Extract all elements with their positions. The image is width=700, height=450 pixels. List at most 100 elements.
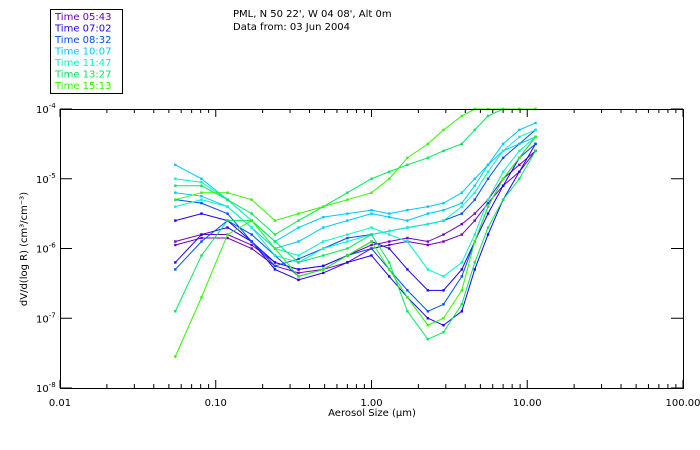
legend-entry: Time 08:32 bbox=[54, 35, 111, 46]
data-point bbox=[460, 114, 464, 118]
data-point bbox=[388, 229, 391, 233]
data-point bbox=[370, 212, 373, 215]
data-point bbox=[460, 261, 464, 264]
series-line bbox=[174, 150, 536, 340]
data-point bbox=[518, 170, 521, 173]
data-point bbox=[322, 240, 325, 243]
data-point bbox=[486, 226, 490, 229]
data-point bbox=[501, 142, 505, 146]
data-point bbox=[442, 233, 445, 236]
y-tick-exponent: -6 bbox=[49, 242, 57, 250]
data-point bbox=[174, 355, 177, 358]
series-line bbox=[174, 136, 536, 357]
data-point bbox=[322, 271, 325, 275]
y-tick-exponent: -5 bbox=[49, 172, 56, 180]
data-point bbox=[486, 201, 490, 205]
data-point bbox=[426, 324, 430, 327]
x-tick-label: 1.00 bbox=[360, 398, 382, 409]
data-point bbox=[442, 208, 445, 212]
data-point bbox=[534, 135, 537, 139]
data-point bbox=[406, 226, 409, 229]
series-group bbox=[174, 107, 537, 358]
data-point bbox=[406, 208, 409, 212]
data-point bbox=[501, 170, 505, 173]
y-tick-base: 10 bbox=[36, 384, 49, 395]
data-point bbox=[406, 156, 409, 160]
data-point bbox=[250, 233, 253, 236]
data-point bbox=[200, 181, 203, 184]
data-point bbox=[174, 268, 177, 271]
data-point bbox=[501, 198, 505, 201]
data-point bbox=[460, 275, 464, 278]
data-point bbox=[346, 219, 349, 222]
data-point bbox=[297, 240, 300, 243]
data-point bbox=[442, 289, 445, 292]
data-point bbox=[442, 240, 445, 243]
data-point bbox=[346, 198, 349, 201]
data-point bbox=[346, 261, 349, 264]
data-point bbox=[388, 243, 391, 247]
data-point bbox=[297, 268, 300, 271]
legend-entry: Time 07:02 bbox=[54, 24, 111, 35]
y-tick-base: 10 bbox=[36, 175, 49, 186]
y-axis-label: dV/d(log R) (cm³/cm⁻³) bbox=[19, 192, 30, 306]
data-point bbox=[250, 212, 253, 215]
data-point bbox=[534, 142, 537, 146]
data-point bbox=[406, 163, 409, 166]
data-point bbox=[501, 156, 505, 160]
data-point bbox=[200, 233, 203, 236]
y-tick-exponent: -8 bbox=[49, 381, 56, 389]
data-point bbox=[226, 226, 229, 229]
data-point bbox=[174, 198, 177, 201]
data-point bbox=[406, 296, 409, 299]
y-tick-label: 10-5 bbox=[36, 172, 56, 186]
data-point bbox=[426, 222, 430, 226]
data-point bbox=[174, 219, 177, 222]
data-point bbox=[473, 198, 476, 201]
x-tick-label: 0.10 bbox=[205, 398, 227, 409]
data-point bbox=[200, 198, 203, 201]
chart-subtitle: Data from: 03 Jun 2004 bbox=[233, 22, 350, 33]
y-tick-base: 10 bbox=[36, 245, 49, 256]
data-point bbox=[322, 264, 325, 268]
data-point bbox=[200, 194, 203, 198]
data-point bbox=[442, 128, 445, 132]
data-point bbox=[442, 219, 445, 222]
axes: 0.01 0.10 1.00 10.00 100.0010-410-510-610-71… bbox=[36, 102, 700, 409]
data-point bbox=[518, 149, 521, 153]
data-point bbox=[534, 149, 537, 153]
legend-entry: Time 13:27 bbox=[54, 70, 111, 81]
legend-box bbox=[50, 9, 123, 94]
data-point bbox=[486, 233, 490, 236]
data-point bbox=[200, 184, 203, 187]
data-point bbox=[226, 198, 229, 201]
series-line bbox=[175, 122, 536, 250]
data-point bbox=[426, 310, 430, 313]
chart-title: PML, N 50 22', W 04 08', Alt 0m bbox=[233, 9, 392, 20]
data-point bbox=[388, 275, 391, 278]
data-point bbox=[322, 254, 325, 257]
data-point bbox=[200, 254, 203, 257]
data-point bbox=[486, 114, 490, 118]
data-point bbox=[486, 198, 490, 201]
legend-entry: Time 15:13 bbox=[54, 81, 111, 92]
data-point bbox=[322, 247, 325, 250]
data-point bbox=[426, 317, 430, 320]
data-point bbox=[200, 191, 203, 194]
series-line bbox=[175, 129, 536, 263]
data-point bbox=[346, 191, 349, 194]
data-point bbox=[370, 254, 373, 257]
y-tick-label: 10-6 bbox=[36, 242, 56, 256]
series-line bbox=[175, 108, 536, 222]
data-point bbox=[518, 163, 521, 166]
data-point bbox=[174, 205, 177, 208]
data-point bbox=[473, 219, 476, 222]
data-point bbox=[388, 215, 391, 219]
y-tick-base: 10 bbox=[36, 314, 49, 325]
data-point bbox=[297, 271, 300, 275]
x-axis-label: Aerosol Size (µm) bbox=[328, 408, 416, 419]
data-point bbox=[388, 170, 391, 173]
series-line bbox=[175, 150, 536, 274]
data-point bbox=[486, 170, 490, 173]
